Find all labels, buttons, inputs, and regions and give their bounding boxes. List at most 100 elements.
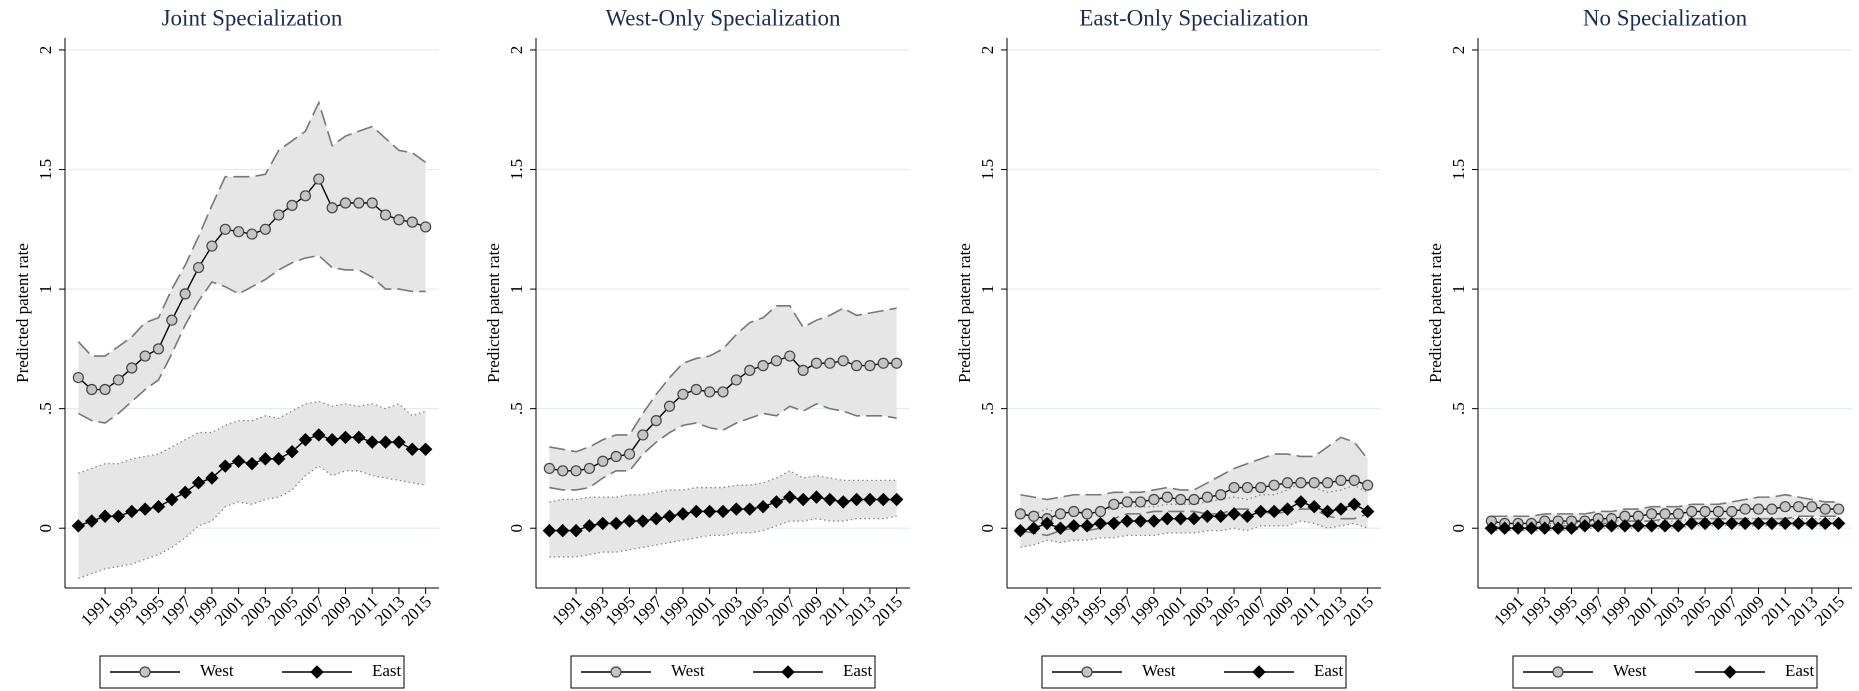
marker [378, 435, 393, 449]
marker [836, 495, 850, 509]
marker [139, 350, 151, 362]
marker [650, 415, 662, 427]
marker [784, 350, 796, 362]
marker [231, 454, 246, 468]
marker [1107, 516, 1121, 531]
marker [1833, 503, 1845, 515]
marker [1698, 516, 1712, 531]
marker [1819, 503, 1831, 515]
band-edge [78, 400, 426, 474]
marker [366, 197, 378, 209]
marker [716, 504, 730, 519]
marker [877, 357, 889, 369]
legend-marker [1081, 666, 1093, 678]
marker [352, 430, 366, 445]
marker [418, 442, 433, 457]
marker [125, 504, 139, 519]
marker [1646, 508, 1658, 520]
legend-marker [310, 665, 324, 679]
marker [542, 523, 557, 538]
marker [1484, 521, 1499, 535]
x-tick-label: 2015 [398, 592, 435, 629]
marker [111, 509, 126, 523]
marker [730, 374, 742, 386]
marker [1081, 508, 1093, 520]
marker [206, 240, 218, 252]
marker [71, 519, 86, 533]
marker [406, 216, 418, 228]
y-tick-label: .5 [978, 402, 997, 415]
band-edge [1491, 493, 1839, 518]
marker [1040, 516, 1054, 531]
panel: West-Only Specialization Predicted patent… [484, 5, 910, 689]
marker [1175, 493, 1187, 506]
legend-label: West [671, 661, 705, 680]
marker [1067, 519, 1081, 533]
marker [392, 435, 406, 449]
marker [1591, 519, 1605, 533]
marker [338, 430, 353, 445]
marker [112, 374, 125, 386]
marker [1751, 516, 1766, 531]
marker [1335, 474, 1347, 486]
marker [1792, 501, 1805, 513]
marker [837, 355, 849, 367]
marker [689, 504, 703, 519]
marker [1028, 510, 1040, 522]
y-tick-label: 0 [507, 524, 526, 533]
marker [285, 444, 299, 459]
marker [1267, 504, 1281, 519]
marker [744, 364, 756, 376]
marker [1280, 502, 1295, 516]
y-axis-label: Predicted patent rate [484, 243, 503, 383]
marker [1765, 516, 1779, 531]
legend-label: West [1142, 661, 1176, 680]
marker [1699, 505, 1711, 518]
marker [1686, 505, 1698, 518]
marker [1791, 516, 1806, 531]
y-tick-label: 0 [1449, 524, 1468, 533]
marker [1725, 516, 1739, 531]
marker [420, 221, 432, 233]
marker [1240, 509, 1255, 523]
band-edge [1020, 520, 1368, 548]
marker [1093, 516, 1108, 531]
legend-label: East [843, 661, 873, 680]
x-tick-label: 2015 [869, 592, 906, 629]
band-edge [77, 254, 426, 424]
y-axis-label: Predicted patent rate [13, 243, 32, 383]
marker [704, 386, 716, 398]
marker [1133, 514, 1148, 528]
marker [810, 357, 823, 369]
marker [876, 492, 890, 507]
marker [1053, 521, 1068, 535]
marker [286, 199, 298, 211]
band-edge [549, 402, 897, 491]
marker [98, 509, 112, 523]
marker [1228, 481, 1240, 494]
marker [326, 202, 338, 214]
y-tick-label: 1.5 [1449, 159, 1468, 180]
marker [1752, 503, 1765, 515]
marker [1173, 511, 1188, 526]
marker [823, 492, 837, 507]
marker [1831, 516, 1846, 531]
marker [1347, 497, 1361, 512]
marker [272, 452, 286, 466]
marker [1027, 521, 1041, 535]
marker [797, 364, 809, 376]
marker [1348, 474, 1360, 486]
marker [637, 429, 649, 441]
marker [313, 173, 325, 185]
y-tick-label: 1 [36, 285, 55, 294]
marker [258, 452, 273, 466]
y-tick-label: 1.5 [507, 159, 526, 180]
marker [850, 360, 863, 372]
marker [556, 523, 570, 538]
marker [299, 190, 312, 202]
confidence-band [78, 102, 426, 423]
marker [663, 400, 676, 412]
marker [1321, 477, 1334, 489]
marker [622, 514, 637, 528]
marker [1268, 479, 1280, 491]
